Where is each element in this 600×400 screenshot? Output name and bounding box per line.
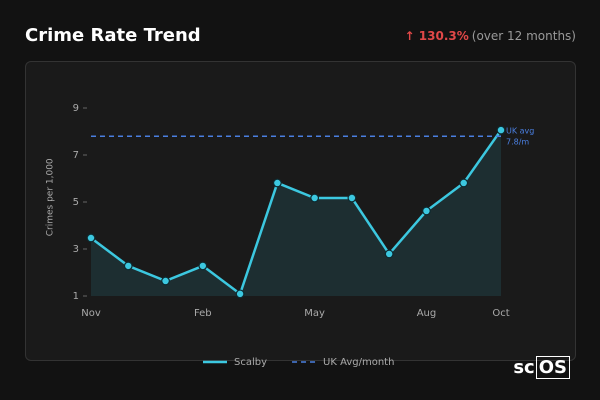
point xyxy=(86,233,96,243)
point xyxy=(459,178,469,188)
logo-box: OS xyxy=(535,356,570,379)
y-tick-label: 7 xyxy=(73,150,79,161)
line xyxy=(90,129,503,296)
y-tick-label: 1 xyxy=(73,291,79,302)
legend-label: UK Avg/month xyxy=(323,357,394,368)
point xyxy=(496,125,506,135)
point xyxy=(422,206,431,216)
point xyxy=(310,193,320,203)
reference-label: UK avg xyxy=(506,127,534,136)
change-period: (over 12 months) xyxy=(471,29,576,43)
x-tick-label: Oct xyxy=(492,308,509,319)
title: Crime Rate Trend xyxy=(25,25,201,46)
legend-label: Scalby xyxy=(234,357,267,368)
y-tick-label: 3 xyxy=(73,244,79,255)
x-tick-label: Feb xyxy=(194,308,212,319)
y-tick-label: 5 xyxy=(73,197,79,208)
logo: sc OS xyxy=(513,356,570,379)
point xyxy=(161,276,170,286)
reference-value-label: 7.8/m xyxy=(506,138,529,147)
x-tick-label: Aug xyxy=(417,308,437,319)
point xyxy=(347,193,357,203)
point xyxy=(384,249,394,259)
x-tick-label: Nov xyxy=(81,308,101,319)
point xyxy=(198,261,208,271)
y-tick-label: 9 xyxy=(73,103,79,114)
change-summary: ↑ 130.3% (over 12 months) xyxy=(405,29,576,43)
change-value: ↑ 130.3% xyxy=(404,29,469,43)
point xyxy=(123,261,133,271)
chart-card xyxy=(25,61,576,361)
area xyxy=(91,130,501,296)
y-axis-label: Crimes per 1,000 xyxy=(46,158,56,236)
logo-text: sc xyxy=(513,357,535,378)
x-tick-label: May xyxy=(304,308,325,319)
point xyxy=(272,178,282,188)
point xyxy=(235,289,245,299)
